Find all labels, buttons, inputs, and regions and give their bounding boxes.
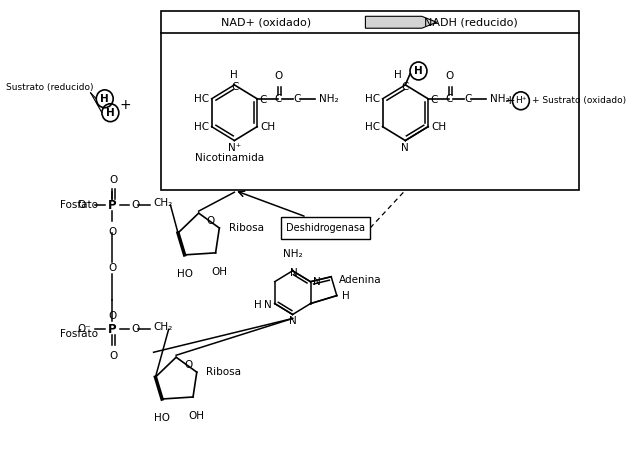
Text: Deshidrogenasa: Deshidrogenasa (286, 223, 365, 233)
Text: NH₂: NH₂ (490, 94, 509, 104)
Text: H: H (106, 108, 115, 118)
Text: Ribosa: Ribosa (228, 223, 264, 233)
Text: N⁺: N⁺ (228, 143, 241, 152)
Bar (161, 11, 579, 190)
Text: OH: OH (189, 411, 205, 421)
Text: H: H (342, 291, 349, 300)
Text: HC: HC (194, 122, 209, 131)
Text: + Sustrato (oxidado): + Sustrato (oxidado) (532, 96, 627, 105)
Text: HC: HC (365, 94, 380, 104)
Text: HC: HC (194, 94, 209, 104)
Text: HC: HC (365, 122, 380, 131)
Text: C: C (445, 94, 452, 104)
Text: O: O (108, 312, 116, 321)
Text: CH₂: CH₂ (154, 198, 173, 208)
Text: O: O (108, 227, 116, 237)
Text: H: H (230, 70, 238, 80)
Text: HO: HO (154, 413, 170, 423)
Text: O: O (131, 325, 140, 334)
Text: C: C (259, 95, 266, 105)
Text: O: O (109, 351, 117, 361)
Text: N: N (289, 317, 296, 326)
Text: O: O (445, 71, 454, 81)
Text: NH₂: NH₂ (319, 94, 339, 104)
Text: H: H (100, 94, 109, 104)
Text: Adenina: Adenina (339, 275, 381, 285)
FancyArrow shape (365, 16, 437, 28)
Text: O: O (275, 71, 283, 81)
Text: +: + (120, 98, 131, 112)
Text: NH₂: NH₂ (283, 249, 303, 259)
Text: P: P (108, 199, 116, 212)
Text: N: N (401, 143, 409, 152)
Text: C: C (430, 95, 437, 105)
Text: O⁻: O⁻ (78, 325, 92, 334)
Bar (281, 217, 370, 239)
Text: CH₂: CH₂ (154, 322, 173, 332)
Text: CH: CH (431, 122, 446, 131)
Text: NAD+ (oxidado): NAD+ (oxidado) (221, 17, 310, 27)
Text: O: O (108, 263, 116, 273)
Text: H: H (414, 66, 423, 76)
Text: H: H (254, 300, 262, 310)
Text: Ribosa: Ribosa (206, 367, 241, 377)
Text: C: C (402, 82, 409, 92)
Text: Fosfato: Fosfato (60, 329, 98, 339)
Text: +: + (504, 94, 515, 107)
Text: C: C (464, 94, 471, 104)
Text: N: N (314, 277, 321, 287)
Text: N: N (264, 300, 272, 310)
Text: O: O (184, 360, 193, 369)
Text: C: C (293, 94, 300, 104)
Text: C: C (274, 94, 282, 104)
Text: C: C (232, 82, 239, 92)
Text: HO: HO (177, 269, 193, 279)
Text: OH: OH (211, 267, 227, 277)
Text: O: O (109, 175, 117, 185)
Text: P: P (108, 323, 116, 336)
Text: Fosfato: Fosfato (60, 200, 98, 210)
Text: O⁻: O⁻ (78, 200, 92, 210)
Text: CH: CH (260, 122, 275, 131)
Text: NADH (reducido): NADH (reducido) (424, 17, 517, 27)
Text: N: N (290, 268, 298, 278)
Text: Sustrato (reducido): Sustrato (reducido) (6, 83, 93, 92)
Text: H⁺: H⁺ (515, 96, 527, 105)
Text: O: O (207, 216, 215, 225)
Text: Nicotinamida: Nicotinamida (195, 153, 264, 163)
Text: H: H (394, 70, 402, 80)
Text: O: O (131, 200, 140, 210)
